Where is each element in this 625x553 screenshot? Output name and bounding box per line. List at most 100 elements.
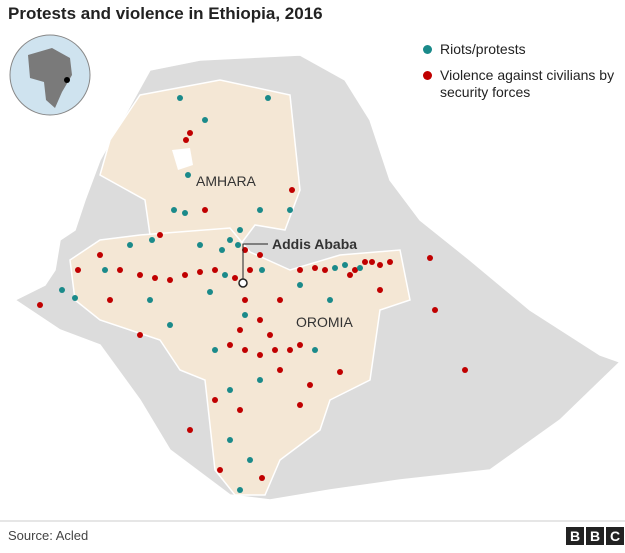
event-dot: [287, 207, 293, 213]
legend-item: Riots/protests: [423, 41, 620, 58]
event-dot: [277, 367, 283, 373]
event-dot: [182, 272, 188, 278]
event-dot: [219, 247, 225, 253]
event-dot: [297, 282, 303, 288]
event-dot: [207, 289, 213, 295]
event-dot: [247, 457, 253, 463]
event-dot: [369, 259, 375, 265]
legend-label: Riots/protests: [440, 41, 526, 57]
legend-swatch: [423, 71, 432, 80]
event-dot: [432, 307, 438, 313]
event-dot: [157, 232, 163, 238]
event-dot: [167, 322, 173, 328]
event-dot: [377, 262, 383, 268]
event-dot: [312, 347, 318, 353]
event-dot: [242, 297, 248, 303]
event-dot: [117, 267, 123, 273]
legend-item: Violence against civilians by security f…: [423, 67, 620, 101]
event-dot: [72, 295, 78, 301]
legend-swatch: [423, 45, 432, 54]
event-dot: [127, 242, 133, 248]
event-dot: [265, 95, 271, 101]
event-dot: [232, 275, 238, 281]
event-dot: [182, 210, 188, 216]
event-dot: [237, 407, 243, 413]
event-dot: [257, 252, 263, 258]
event-dot: [171, 207, 177, 213]
title: Protests and violence in Ethiopia, 2016: [8, 4, 323, 23]
event-dot: [257, 317, 263, 323]
event-dot: [362, 259, 368, 265]
event-dot: [227, 237, 233, 243]
source: Source: Acled: [8, 528, 88, 543]
event-dot: [197, 269, 203, 275]
event-dot: [197, 242, 203, 248]
event-dot: [217, 467, 223, 473]
event-dot: [242, 312, 248, 318]
event-dot: [387, 259, 393, 265]
event-dot: [59, 287, 65, 293]
event-dot: [227, 387, 233, 393]
event-dot: [267, 332, 273, 338]
event-dot: [297, 402, 303, 408]
event-dot: [212, 267, 218, 273]
logo-letter: C: [610, 528, 620, 544]
event-dot: [167, 277, 173, 283]
event-dot: [242, 347, 248, 353]
event-dot: [187, 427, 193, 433]
region-label: OROMIA: [296, 314, 353, 330]
event-dot: [327, 297, 333, 303]
event-dot: [332, 265, 338, 271]
event-dot: [147, 297, 153, 303]
event-dot: [257, 207, 263, 213]
event-dot: [137, 332, 143, 338]
event-dot: [462, 367, 468, 373]
event-dot: [102, 267, 108, 273]
event-dot: [347, 272, 353, 278]
event-dot: [177, 95, 183, 101]
event-dot: [227, 437, 233, 443]
event-dot: [37, 302, 43, 308]
event-dot: [212, 397, 218, 403]
event-dot: [337, 369, 343, 375]
event-dot: [235, 242, 241, 248]
event-dot: [237, 487, 243, 493]
event-dot: [427, 255, 433, 261]
event-dot: [97, 252, 103, 258]
logo: B B C: [566, 527, 624, 545]
legend-label: Violence against civilians by security f…: [440, 67, 615, 100]
event-dot: [287, 347, 293, 353]
logo-letter: B: [570, 528, 580, 544]
event-dot: [257, 352, 263, 358]
event-dot: [237, 227, 243, 233]
event-dot: [75, 267, 81, 273]
region-label: AMHARA: [196, 173, 257, 189]
city-label: Addis Ababa: [272, 236, 357, 252]
event-dot: [187, 130, 193, 136]
event-dot: [307, 382, 313, 388]
event-dot: [289, 187, 295, 193]
event-dot: [185, 172, 191, 178]
event-dot: [257, 377, 263, 383]
city-marker: [238, 278, 248, 288]
event-dot: [149, 237, 155, 243]
event-dot: [227, 342, 233, 348]
event-dot: [183, 137, 189, 143]
event-dot: [352, 267, 358, 273]
event-dot: [152, 275, 158, 281]
lake: [172, 148, 193, 170]
event-dot: [222, 272, 228, 278]
event-dot: [377, 287, 383, 293]
logo-letter: B: [590, 528, 600, 544]
event-dot: [297, 342, 303, 348]
event-dot: [322, 267, 328, 273]
event-dot: [202, 117, 208, 123]
event-dot: [137, 272, 143, 278]
event-dot: [259, 267, 265, 273]
event-dot: [247, 267, 253, 273]
event-dot: [357, 265, 363, 271]
event-dot: [297, 267, 303, 273]
event-dot: [272, 347, 278, 353]
event-dot: [107, 297, 113, 303]
